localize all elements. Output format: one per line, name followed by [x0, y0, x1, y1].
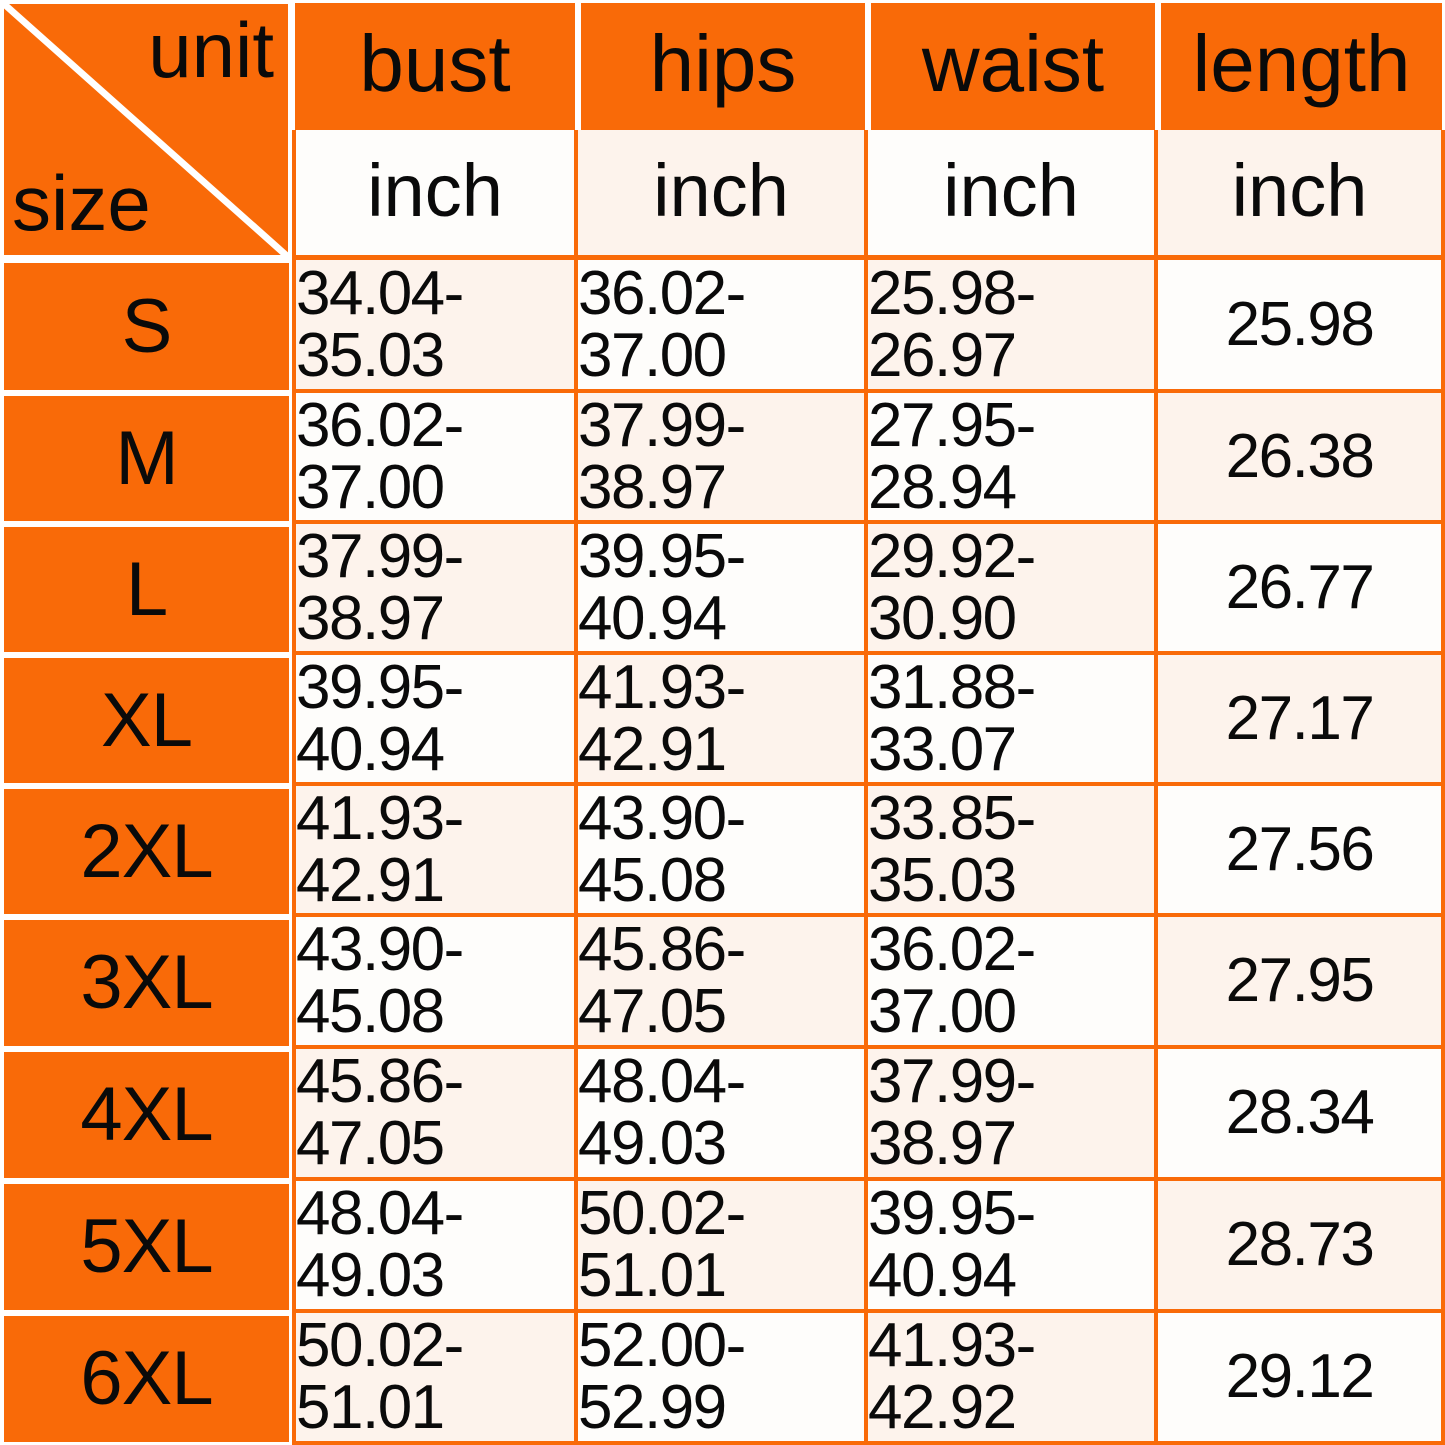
unit-cell-hips: inch — [578, 130, 868, 260]
size-label-cell: M — [0, 393, 292, 524]
cell-length: 27.95 — [1158, 917, 1445, 1049]
header-unit-label: unit — [148, 6, 274, 94]
cell-bust: 48.04-49.03 — [292, 1181, 578, 1313]
cell-hips: 43.90-45.08 — [578, 786, 868, 917]
cell-hips: 48.04-49.03 — [578, 1049, 868, 1181]
column-header-bust: bust — [292, 0, 578, 130]
size-label-cell: 5XL — [0, 1181, 292, 1313]
cell-hips: 39.95-40.94 — [578, 524, 868, 655]
cell-waist: 39.95-40.94 — [868, 1181, 1158, 1313]
cell-waist: 36.02-37.00 — [868, 917, 1158, 1049]
cell-bust: 45.86-47.05 — [292, 1049, 578, 1181]
cell-length: 27.17 — [1158, 655, 1445, 786]
size-label-cell: S — [0, 260, 292, 393]
cell-waist: 27.95-28.94 — [868, 393, 1158, 524]
cell-length: 25.98 — [1158, 260, 1445, 393]
unit-cell-length: inch — [1158, 130, 1445, 260]
header-size-label: size — [12, 159, 151, 248]
unit-cell-waist: inch — [868, 130, 1158, 260]
cell-hips: 37.99-38.97 — [578, 393, 868, 524]
column-header-waist: waist — [868, 0, 1158, 130]
cell-waist: 41.93-42.92 — [868, 1313, 1158, 1445]
cell-waist: 33.85-35.03 — [868, 786, 1158, 917]
unit-cell-bust: inch — [292, 130, 578, 260]
column-header-length: length — [1158, 0, 1445, 130]
cell-length: 26.77 — [1158, 524, 1445, 655]
size-label-cell: 4XL — [0, 1049, 292, 1181]
cell-length: 28.73 — [1158, 1181, 1445, 1313]
cell-bust: 34.04-35.03 — [292, 260, 578, 393]
column-header-hips: hips — [578, 0, 868, 130]
cell-waist: 25.98-26.97 — [868, 260, 1158, 393]
cell-hips: 36.02-37.00 — [578, 260, 868, 393]
cell-hips: 45.86-47.05 — [578, 917, 868, 1049]
size-label-cell: XL — [0, 655, 292, 786]
header-corner-cell: unit size — [0, 0, 292, 260]
size-label-cell: 6XL — [0, 1313, 292, 1445]
cell-hips: 41.93-42.91 — [578, 655, 868, 786]
cell-bust: 50.02-51.01 — [292, 1313, 578, 1445]
cell-bust: 43.90-45.08 — [292, 917, 578, 1049]
cell-waist: 37.99-38.97 — [868, 1049, 1158, 1181]
cell-length: 27.56 — [1158, 786, 1445, 917]
cell-length: 26.38 — [1158, 393, 1445, 524]
cell-waist: 29.92-30.90 — [868, 524, 1158, 655]
cell-length: 29.12 — [1158, 1313, 1445, 1445]
cell-waist: 31.88-33.07 — [868, 655, 1158, 786]
cell-bust: 36.02-37.00 — [292, 393, 578, 524]
cell-hips: 50.02-51.01 — [578, 1181, 868, 1313]
size-label-cell: 2XL — [0, 786, 292, 917]
size-label-cell: L — [0, 524, 292, 655]
size-label-cell: 3XL — [0, 917, 292, 1049]
cell-length: 28.34 — [1158, 1049, 1445, 1181]
cell-bust: 41.93-42.91 — [292, 786, 578, 917]
cell-hips: 52.00-52.99 — [578, 1313, 868, 1445]
cell-bust: 37.99-38.97 — [292, 524, 578, 655]
cell-bust: 39.95-40.94 — [292, 655, 578, 786]
